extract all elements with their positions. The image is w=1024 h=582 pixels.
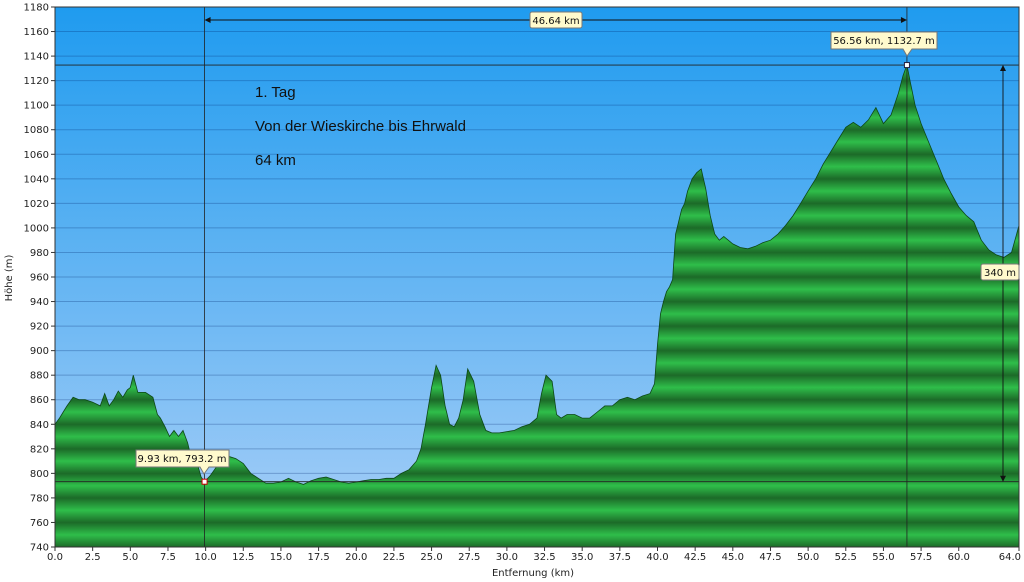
x-tick-label: 57.5 — [910, 552, 932, 563]
x-tick-label: 17.5 — [307, 552, 329, 563]
y-tick-label: 1100 — [24, 101, 49, 112]
y-tick-label: 1040 — [24, 174, 49, 185]
x-tick-label: 20.0 — [345, 552, 367, 563]
low-point-marker — [201, 478, 208, 485]
distance-label: 46.64 km — [529, 11, 583, 29]
x-tick-label: 5.0 — [122, 552, 138, 563]
x-tick-label: 35.0 — [571, 552, 593, 563]
svg-text:56.56 km, 1132.7 m: 56.56 km, 1132.7 m — [833, 36, 935, 47]
y-tick-label: 1080 — [24, 125, 49, 136]
y-tick-label: 820 — [30, 444, 49, 455]
x-tick-label: 0.0 — [47, 552, 63, 563]
y-tick-label: 1060 — [24, 150, 49, 161]
x-tick-label: 7.5 — [160, 552, 176, 563]
x-tick-label: 64.0 — [999, 552, 1021, 563]
height-arrowhead-top — [1000, 65, 1006, 72]
distance-arrowhead-left — [204, 17, 211, 23]
y-tick-label: 1180 — [24, 3, 49, 14]
annotation-route: Von der Wieskirche bis Ehrwald — [255, 118, 466, 135]
y-tick-label: 900 — [30, 346, 49, 357]
height-arrowhead-bottom — [1000, 475, 1006, 482]
svg-text:340 m: 340 m — [984, 268, 1016, 279]
x-tick-label: 12.5 — [232, 552, 254, 563]
svg-text:9.93 km, 793.2 m: 9.93 km, 793.2 m — [138, 454, 227, 465]
x-tick-label: 40.0 — [646, 552, 668, 563]
y-tick-label: 740 — [30, 543, 49, 554]
y-tick-label: 920 — [30, 322, 49, 333]
y-tick-label: 1140 — [24, 52, 49, 63]
y-tick-label: 760 — [30, 518, 49, 529]
x-tick-label: 55.0 — [872, 552, 894, 563]
x-axis-title: Entfernung (km) — [492, 568, 574, 579]
x-tick-label: 45.0 — [722, 552, 744, 563]
y-tick-label: 780 — [30, 493, 49, 504]
y-tick-label: 880 — [30, 371, 49, 382]
x-tick-label: 10.0 — [194, 552, 216, 563]
x-axis-ticks: 0.0 2.5 5.0 7.5 10.0 12.5 15.0 17.5 20.0 22.5 25.0… — [47, 547, 1021, 563]
measure-labels: 46.64 km 340 m 9.93 km, 793.2 m 56.56 km… — [135, 11, 1020, 475]
x-tick-label: 60.0 — [948, 552, 970, 563]
y-tick-label: 860 — [30, 395, 49, 406]
x-tick-label: 42.5 — [684, 552, 706, 563]
distance-arrowhead-right — [900, 17, 907, 23]
x-tick-label: 50.0 — [797, 552, 819, 563]
annotation-distance: 64 km — [255, 152, 296, 169]
high-point-marker — [903, 62, 910, 69]
x-tick-label: 32.5 — [533, 552, 555, 563]
y-tick-label: 840 — [30, 420, 49, 431]
y-tick-label: 1000 — [24, 223, 49, 234]
low-point-label: 9.93 km, 793.2 m — [135, 449, 230, 475]
x-tick-label: 22.5 — [383, 552, 405, 563]
y-tick-label: 940 — [30, 297, 49, 308]
x-tick-label: 47.5 — [759, 552, 781, 563]
x-tick-label: 25.0 — [420, 552, 442, 563]
x-tick-label: 30.0 — [496, 552, 518, 563]
height-label: 340 m — [980, 263, 1020, 281]
y-axis-title: Höhe (m) — [4, 254, 15, 301]
x-tick-label: 37.5 — [609, 552, 631, 563]
svg-text:46.64 km: 46.64 km — [532, 16, 579, 27]
y-tick-label: 960 — [30, 273, 49, 284]
x-tick-label: 27.5 — [458, 552, 480, 563]
y-tick-label: 800 — [30, 469, 49, 480]
elevation-area — [55, 63, 1019, 547]
y-tick-label: 1020 — [24, 199, 49, 210]
x-tick-label: 2.5 — [85, 552, 101, 563]
annotation-day: 1. Tag — [255, 84, 296, 101]
y-tick-label: 1120 — [24, 76, 49, 87]
y-tick-label: 980 — [30, 248, 49, 259]
x-tick-label: 15.0 — [270, 552, 292, 563]
y-tick-label: 1160 — [24, 27, 49, 38]
x-tick-label: 52.5 — [835, 552, 857, 563]
high-point-label: 56.56 km, 1132.7 m — [830, 31, 938, 57]
y-axis-ticks: 740 760 780 800 820 840 860 880 900 920 940 960 980 1… — [24, 3, 55, 554]
